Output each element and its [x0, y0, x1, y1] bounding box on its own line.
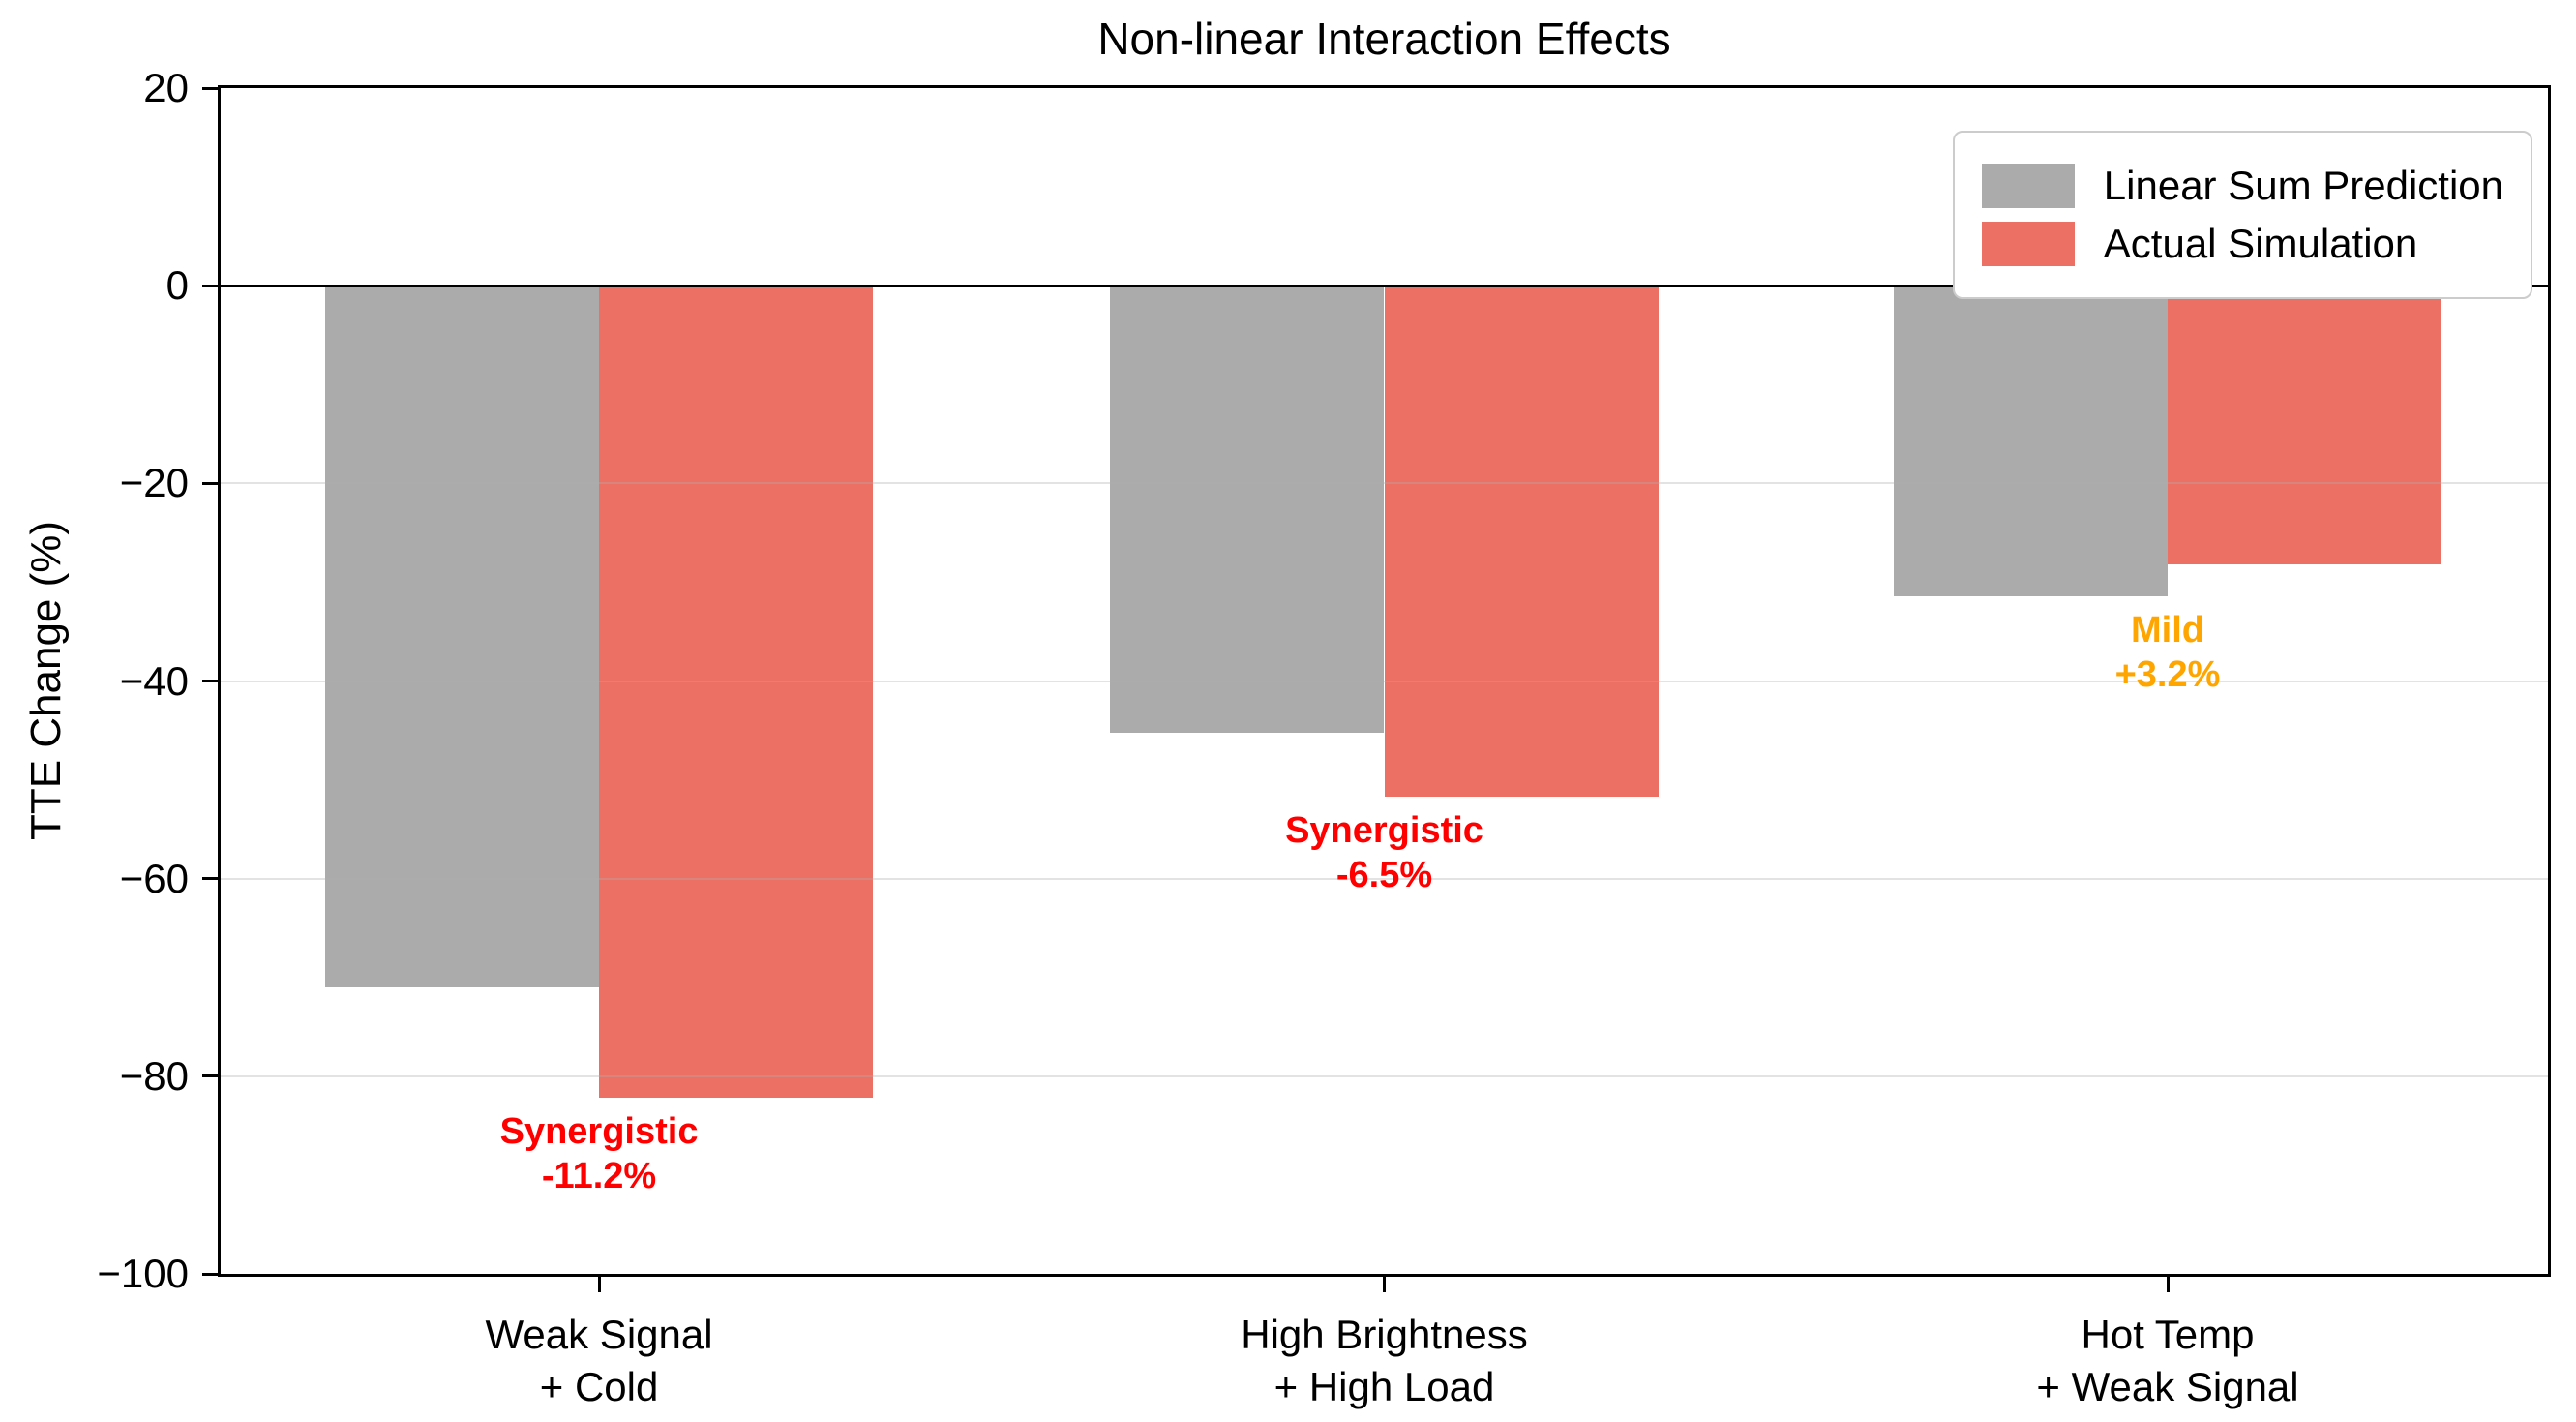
- legend-swatch-actual: [1981, 222, 2075, 266]
- y-tick-mark: [202, 877, 218, 881]
- y-tick-mark: [202, 680, 218, 682]
- gridline--80: [221, 1074, 2548, 1077]
- bar-linear-0: [324, 286, 600, 987]
- y-tick-label: 20: [143, 65, 189, 110]
- legend-item-0: Linear Sum Prediction: [1981, 162, 2503, 210]
- annotation-1: Synergistic -6.5%: [1285, 809, 1483, 895]
- x-tick-label-1: High Brightness + High Load: [1241, 1312, 1528, 1409]
- gridline--40: [221, 680, 2548, 682]
- y-tick-mark: [202, 86, 218, 90]
- bar-actual-0: [599, 286, 874, 1099]
- annotation-0: Synergistic -11.2%: [499, 1111, 699, 1197]
- x-tick-label-2: Hot Temp + Weak Signal: [2036, 1312, 2299, 1409]
- x-tick-mark: [1383, 1277, 1386, 1292]
- legend-swatch-linear: [1981, 164, 2075, 208]
- bar-actual-2: [2168, 286, 2442, 565]
- gridline--60: [221, 877, 2548, 880]
- y-tick-label: −100: [97, 1251, 189, 1296]
- gridline--20: [221, 482, 2548, 485]
- y-tick-label: −20: [119, 460, 189, 506]
- y-tick-label: 0: [165, 262, 189, 309]
- x-tick-mark: [597, 1277, 601, 1292]
- legend-label: Linear Sum Prediction: [2103, 163, 2503, 208]
- y-tick-mark: [202, 1272, 218, 1276]
- bar-linear-2: [1893, 286, 2169, 596]
- y-tick-label: −60: [119, 855, 189, 901]
- legend: Linear Sum Prediction Actual Simulation: [1952, 131, 2532, 299]
- x-tick-mark: [2166, 1277, 2170, 1292]
- y-tick-label: −80: [119, 1052, 189, 1099]
- zero-line: [221, 284, 2548, 287]
- annotation-2: Mild +3.2%: [2114, 609, 2221, 695]
- bar-actual-1: [1384, 286, 1659, 797]
- legend-item-1: Actual Simulation: [1981, 220, 2503, 268]
- bar-linear-1: [1110, 286, 1385, 733]
- chart-title: Non-linear Interaction Effects: [1097, 14, 1671, 64]
- y-tick-mark: [202, 481, 218, 485]
- y-tick-mark: [202, 1074, 218, 1078]
- y-tick-mark: [202, 284, 218, 287]
- x-tick-label-0: Weak Signal + Cold: [485, 1312, 713, 1409]
- plot-area: Linear Sum Prediction Actual Simulation S…: [218, 85, 2551, 1277]
- y-tick-label: −40: [119, 657, 189, 704]
- legend-label: Actual Simulation: [2103, 221, 2418, 266]
